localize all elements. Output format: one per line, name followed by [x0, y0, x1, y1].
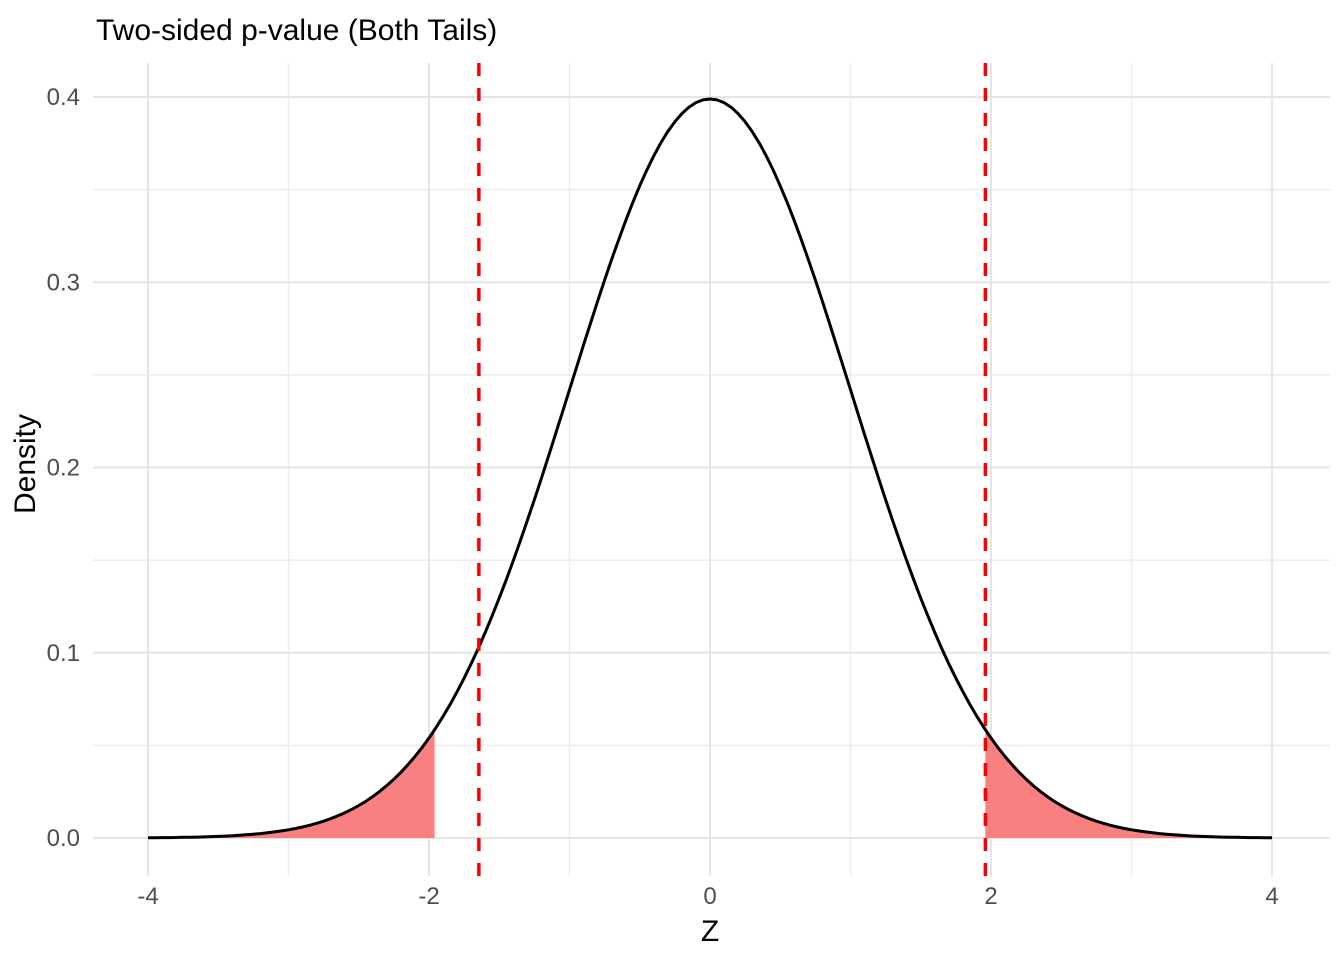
- plot-panel: 0.0 0.1 0.2 0.3 0.4 -4 -2 0 2 4: [47, 63, 1330, 910]
- x-tick-label: 2: [984, 883, 997, 910]
- y-tick-label: 0.3: [47, 269, 80, 296]
- x-tick-label: -2: [418, 883, 439, 910]
- x-tick-label: -4: [137, 883, 158, 910]
- x-axis-label: Z: [701, 915, 719, 948]
- y-axis-label: Density: [9, 414, 42, 514]
- x-tick-label: 0: [703, 883, 716, 910]
- y-tick-label: 0.1: [47, 640, 80, 667]
- y-tick-label: 0.0: [47, 825, 80, 852]
- left-tail-fill: [148, 729, 435, 838]
- density-curve: [147, 97, 1273, 840]
- y-tick-label: 0.4: [47, 84, 80, 111]
- right-tail-fill: [985, 729, 1272, 838]
- plot-title: Two-sided p-value (Both Tails): [96, 14, 497, 47]
- x-tick-label: 4: [1265, 883, 1278, 910]
- y-tick-label: 0.2: [47, 455, 80, 482]
